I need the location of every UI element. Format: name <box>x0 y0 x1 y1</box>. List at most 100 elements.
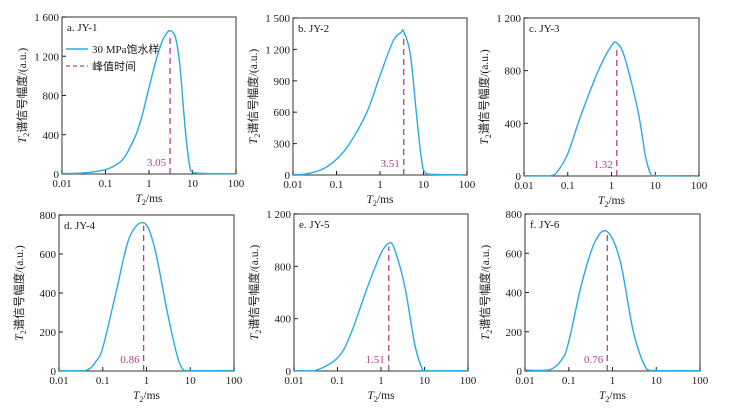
y-tick-label: 0 <box>517 366 523 378</box>
x-tick-label: 10 <box>419 375 431 387</box>
panel-e: 0.01 0.1 1 10 100 0 400 800 1 200 T2/ms T2谱信号幅度/(a… <box>247 209 477 404</box>
x-tick-label: 10 <box>651 375 663 387</box>
x-tick-label: 100 <box>228 178 245 190</box>
x-tick-label: 0.01 <box>515 375 534 387</box>
series-line-saturated-30mpa <box>292 29 463 176</box>
y-tick-label: 0 <box>286 366 292 378</box>
y-tick-label: 600 <box>506 248 523 260</box>
y-tick-label: 1 200 <box>34 51 59 63</box>
plot-frame <box>58 214 235 372</box>
x-tick-label: 100 <box>692 375 709 387</box>
y-axis-title: T2谱信号幅度/(a.u.) <box>477 49 493 145</box>
x-tick-label: 1 <box>377 179 383 191</box>
panel-title: c. JY-3 <box>529 23 560 35</box>
x-tick-label: 0.1 <box>561 180 575 192</box>
y-tick-label: 600 <box>274 107 291 119</box>
series-line-saturated-30mpa <box>523 41 695 177</box>
peak-time-label: 1.51 <box>366 354 385 366</box>
peak-time-label: 3.05 <box>147 157 167 169</box>
panel-title: d. JY-4 <box>64 220 96 232</box>
series-line-saturated-30mpa <box>524 229 701 372</box>
x-tick-label: 1 <box>610 375 616 387</box>
plot-frame <box>61 16 237 175</box>
x-tick-label: 0.01 <box>52 178 71 190</box>
y-tick-label: 800 <box>505 66 522 78</box>
x-axis-title: T2/ms <box>366 194 394 208</box>
y-tick-label: 0 <box>516 171 522 183</box>
y-tick-label: 1 600 <box>34 12 59 24</box>
x-tick-label: 1 <box>146 178 152 190</box>
x-axis-title: T2/ms <box>599 390 627 404</box>
x-tick-label: 0.1 <box>330 179 344 191</box>
x-tick-label: 10 <box>418 179 430 191</box>
x-tick-label: 0.1 <box>99 178 113 190</box>
x-tick-label: 100 <box>226 375 243 387</box>
x-tick-label: 100 <box>460 375 477 387</box>
panel-title: a. JY-1 <box>67 22 98 34</box>
x-tick-label: 10 <box>185 375 197 387</box>
x-tick-label: 1 <box>378 375 384 387</box>
x-tick-label: 0.01 <box>283 179 302 191</box>
y-tick-label: 0 <box>285 170 291 182</box>
y-tick-label: 1 200 <box>266 209 291 221</box>
x-tick-label: 10 <box>650 180 662 192</box>
panel-c: 0.01 0.1 1 10 100 0 400 800 1 200 T2/ms T2谱信号幅度/(a… <box>477 13 708 209</box>
x-axis-title: T2/ms <box>133 390 161 404</box>
series-line-saturated-30mpa <box>293 241 469 372</box>
y-axis-title: T2谱信号幅度/(a.u.) <box>12 245 28 341</box>
panel-title: f. JY-6 <box>530 219 560 231</box>
peak-time-label: 3.51 <box>380 158 399 170</box>
x-tick-label: 100 <box>459 179 476 191</box>
peak-time-label: 0.86 <box>120 354 140 366</box>
y-tick-label: 1 200 <box>496 13 521 25</box>
x-axis-title: T2/ms <box>135 193 163 207</box>
x-tick-label: 0.01 <box>49 375 68 387</box>
y-tick-label: 200 <box>506 327 523 339</box>
y-tick-label: 900 <box>274 76 291 88</box>
y-axis-title: T2谱信号幅度/(a.u.) <box>15 48 31 144</box>
x-axis-title: T2/ms <box>598 195 626 209</box>
panel-f: 0.01 0.1 1 10 100 0 200 400 600 800 T2/ms T2谱信号幅度/(… <box>478 209 709 404</box>
legend-entry-curve: 30 MPa饱水样 <box>92 42 160 56</box>
x-tick-label: 10 <box>187 178 199 190</box>
panel-title: b. JY-2 <box>298 23 329 35</box>
y-axis-title: T2谱信号幅度/(a.u.) <box>478 245 494 341</box>
x-tick-label: 0.01 <box>284 375 303 387</box>
y-tick-label: 300 <box>274 139 291 151</box>
y-axis-title: T2谱信号幅度/(a.u.) <box>246 49 262 145</box>
y-tick-label: 800 <box>275 261 292 273</box>
y-tick-label: 400 <box>43 130 60 142</box>
y-tick-label: 1 500 <box>265 13 290 25</box>
x-axis-title: T2/ms <box>367 390 395 404</box>
y-axis-title: T2谱信号幅度/(a.u.) <box>247 245 263 341</box>
peak-time-label: 1.32 <box>594 159 613 171</box>
y-tick-label: 400 <box>505 118 522 130</box>
y-tick-label: 0 <box>51 366 57 378</box>
x-tick-label: 0.1 <box>562 375 576 387</box>
panel-b: 0.01 0.1 1 10 100 0 300 600 900 1 200 1 500 T2/ms T2… <box>246 13 476 208</box>
x-tick-label: 1 <box>609 180 615 192</box>
y-tick-label: 1 200 <box>265 44 290 56</box>
plot-frame <box>292 17 468 176</box>
plot-frame <box>293 213 469 372</box>
series-line-saturated-30mpa <box>61 29 237 175</box>
y-tick-label: 400 <box>40 288 57 300</box>
panel-title: e. JY-5 <box>299 219 330 231</box>
y-tick-label: 400 <box>275 314 292 326</box>
peak-time-label: 0.76 <box>584 354 604 366</box>
x-tick-label: 0.1 <box>96 375 110 387</box>
y-tick-label: 200 <box>40 327 57 339</box>
y-tick-label: 800 <box>43 91 60 103</box>
y-tick-label: 0 <box>54 169 60 181</box>
plot-frame <box>523 17 700 177</box>
x-tick-label: 0.01 <box>514 180 533 192</box>
y-tick-label: 600 <box>40 249 57 261</box>
legend-entry-peak: 峰值时间 <box>92 60 136 73</box>
x-tick-label: 100 <box>691 180 708 192</box>
y-tick-label: 800 <box>40 210 57 222</box>
x-tick-label: 0.1 <box>331 375 345 387</box>
y-tick-label: 800 <box>506 209 523 221</box>
panel-d: 0.01 0.1 1 10 100 0 200 400 600 800 T2/ms T2谱信号幅度/(… <box>12 210 243 404</box>
